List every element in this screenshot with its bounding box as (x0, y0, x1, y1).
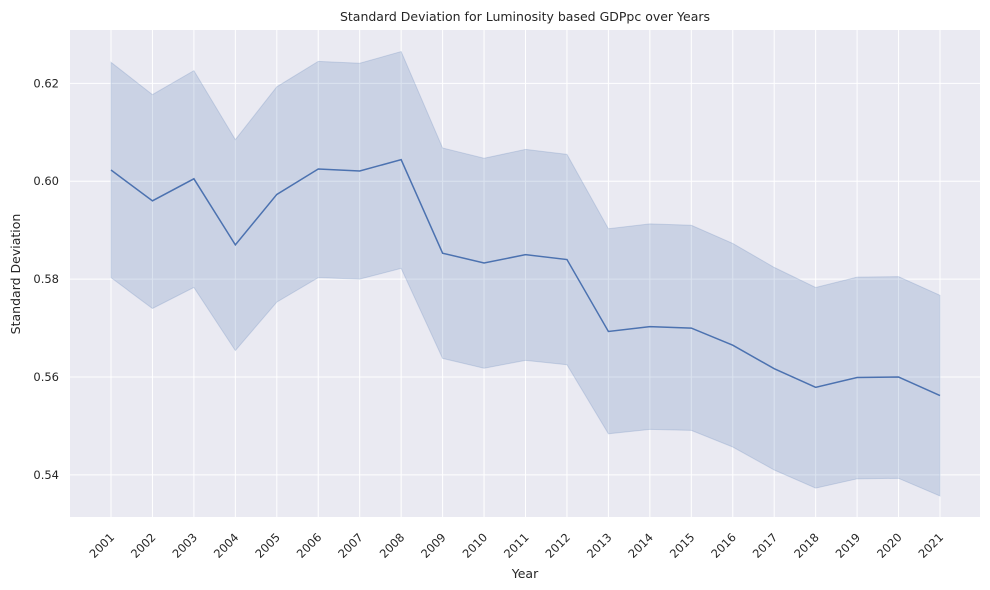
y-tick-label: 0.62 (33, 76, 59, 90)
x-tick-label: 2003 (169, 530, 200, 561)
x-axis-label: Year (511, 566, 539, 581)
x-tick-label: 2005 (252, 530, 283, 561)
x-tick-label: 2019 (833, 530, 864, 561)
x-tick-label: 2010 (460, 530, 491, 561)
x-tick-label: 2014 (625, 530, 656, 561)
y-tick-label: 0.54 (33, 468, 59, 482)
x-tick-label: 2016 (708, 530, 739, 561)
x-axis-ticks: 2001 2002 2003 2004 2005 2006 2007 2008 2009 2010… (87, 530, 947, 561)
y-tick-label: 0.58 (33, 272, 59, 286)
series-line (110, 158, 941, 397)
x-tick-label: 2006 (294, 530, 325, 561)
x-tick-label: 2011 (501, 530, 532, 561)
x-tick-label: 2021 (916, 530, 947, 561)
chart-title: Standard Deviation for Luminosity based … (340, 9, 710, 24)
confidence-band (110, 50, 941, 497)
x-tick-label: 2017 (750, 530, 781, 561)
grid (70, 30, 980, 517)
x-tick-label: 2001 (87, 530, 118, 561)
y-tick-label: 0.60 (33, 174, 59, 188)
x-tick-label: 2008 (377, 530, 408, 561)
y-axis-label: Standard Deviation (8, 214, 23, 335)
x-tick-label: 2004 (211, 530, 242, 561)
x-tick-label: 2015 (667, 530, 698, 561)
y-tick-label: 0.56 (33, 370, 59, 384)
x-tick-label: 2018 (791, 530, 822, 561)
x-tick-label: 2013 (584, 530, 615, 561)
y-axis-ticks: 0.54 0.56 0.58 0.60 0.62 (33, 76, 59, 482)
x-tick-label: 2020 (874, 530, 905, 561)
x-tick-label: 2009 (418, 530, 449, 561)
x-tick-label: 2002 (128, 530, 159, 561)
x-tick-label: 2012 (542, 530, 573, 561)
x-tick-label: 2007 (335, 530, 366, 561)
